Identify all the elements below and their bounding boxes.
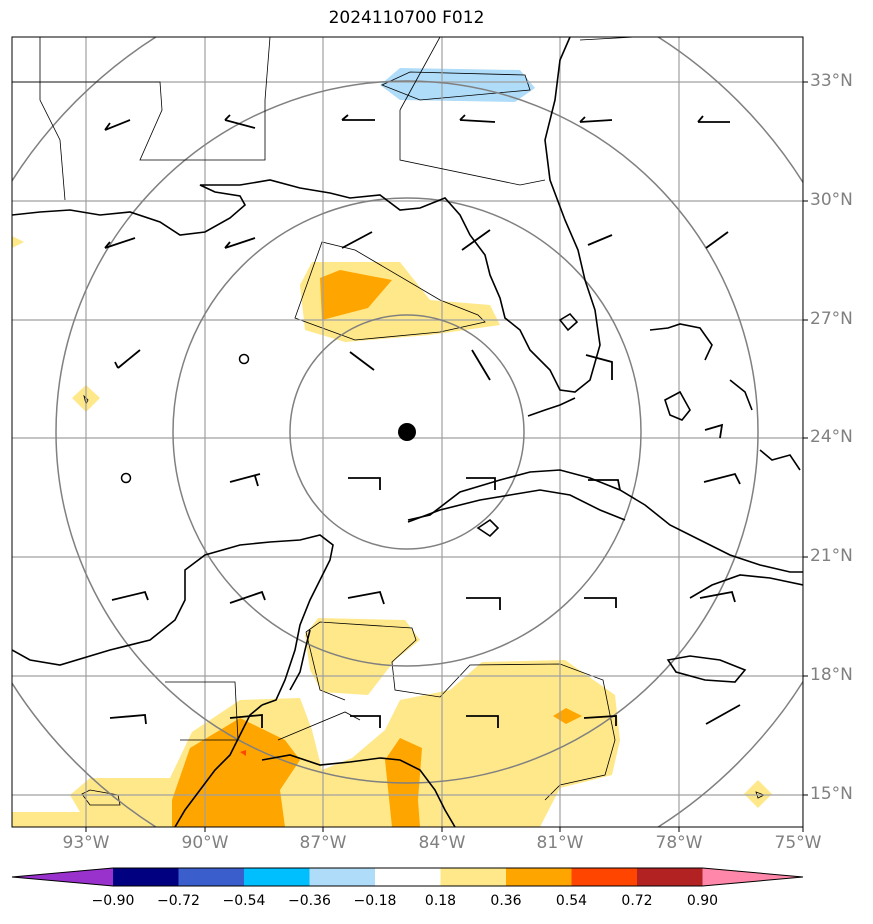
colorbar-extend-high — [702, 868, 803, 886]
colorbar-tick-label: 0.72 — [621, 893, 653, 909]
colorbar-segment — [178, 868, 244, 886]
shaded-fields — [12, 68, 772, 827]
lat-label: 30°N — [810, 190, 853, 210]
colorbar-tick-label: −0.90 — [91, 893, 135, 909]
calm-wind-marker — [238, 353, 250, 365]
lat-label: 24°N — [810, 427, 853, 447]
lon-label: 93°W — [62, 833, 110, 853]
colorbar-segment — [375, 868, 441, 886]
colorbar-segment — [113, 868, 179, 886]
lat-label: 21°N — [810, 546, 853, 566]
map-title: 2024110700 F012 — [328, 8, 485, 28]
colorbar-segment — [637, 868, 703, 886]
lat-label: 27°N — [810, 309, 853, 329]
lon-label: 75°W — [774, 833, 822, 853]
colorbar-tick-label: −0.18 — [353, 893, 397, 909]
colorbar-tick-label: −0.72 — [157, 893, 200, 909]
lat-label: 33°N — [810, 71, 853, 91]
positive-shade-channel — [305, 618, 420, 695]
colorbar-tick-label: 0.54 — [555, 893, 588, 909]
lon-label: 78°W — [655, 833, 703, 853]
colorbar-segment — [309, 868, 375, 886]
colorbar-tick-label: −0.54 — [222, 893, 266, 909]
lon-label: 87°W — [299, 833, 347, 853]
positive-shade-se-diamond — [744, 780, 772, 808]
lon-label: 81°W — [536, 833, 584, 853]
positive-high-spot — [240, 750, 246, 756]
lat-label: 15°N — [810, 784, 853, 804]
lon-label: 84°W — [418, 833, 466, 853]
lat-label: 18°N — [810, 665, 853, 685]
positive-shade-caribbean — [12, 660, 620, 827]
colorbar-tick-label: 0.90 — [686, 893, 719, 909]
positive-core-centralamerica — [172, 718, 300, 827]
colorbar-outline — [11, 867, 804, 887]
range-ring-3deg — [289, 314, 525, 550]
colorbar-segment — [506, 868, 572, 886]
map-frame — [11, 36, 804, 828]
storm-center-marker — [398, 423, 416, 441]
colorbar — [11, 867, 804, 887]
colorbar-extend-low — [12, 868, 113, 886]
colorbar-segment — [571, 868, 637, 886]
political-borders — [12, 37, 636, 741]
colorbar-tick-label: −0.36 — [288, 893, 331, 909]
lon-label: 90°W — [181, 833, 229, 853]
positive-shade-nw-edge — [12, 236, 24, 248]
range-ring-6deg — [172, 197, 642, 667]
colorbar-segment — [244, 868, 310, 886]
wind-barbs — [104, 114, 741, 728]
range-ring-9deg — [55, 80, 759, 784]
positive-core-gulf — [320, 270, 392, 320]
colorbar-tick-label: 0.18 — [424, 893, 457, 909]
colorbar-segment — [440, 868, 506, 886]
calm-wind-marker — [120, 472, 132, 484]
range-rings — [12, 37, 803, 827]
colorbar-tick-label: 0.36 — [490, 893, 522, 909]
axis-ticks — [85, 81, 808, 832]
